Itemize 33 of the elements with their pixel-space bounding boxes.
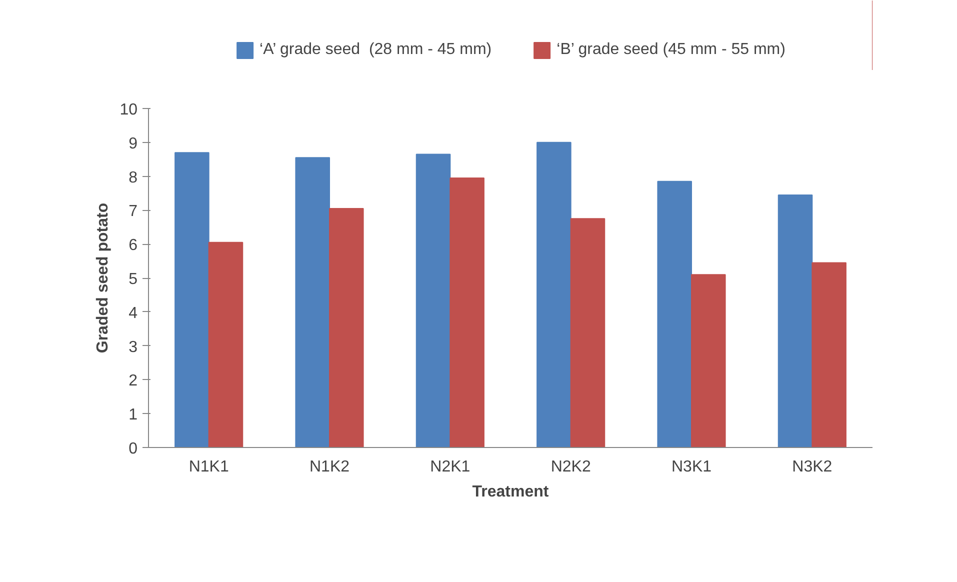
y-tick-label: 10 [120,102,138,118]
y-axis-title: Graded seed potato [94,202,112,354]
bar [570,218,606,448]
x-tick-label: N3K1 [671,458,712,476]
bar [329,208,364,448]
y-tick-label: 9 [128,135,138,152]
bar [657,180,692,448]
y-tick-label: 7 [128,203,138,220]
y-tick-label: 0 [128,440,138,458]
bar [295,157,330,448]
bar [416,154,451,448]
bar [812,262,846,448]
y-tick-label: 2 [128,372,138,390]
legend-label: ‘B’ grade seed (45 mm - 55 mm) [556,41,786,59]
x-tick-label: N2K1 [430,458,470,476]
y-tick-label: 3 [128,338,138,356]
bar [174,152,210,448]
y-tick-label: 4 [128,304,138,322]
y-tick-label: 1 [128,406,138,424]
bar [536,142,572,448]
y-tick-label: 5 [128,271,138,288]
bar [691,274,726,448]
bar [450,177,484,448]
x-tick-label: N3K2 [792,458,832,476]
x-tick-label: N2K2 [550,458,591,476]
x-axis-title: Treatment [472,484,550,500]
y-tick-label: 8 [128,169,138,186]
bar [778,194,813,448]
legend-label: ‘A’ grade seed (28 mm - 45 mm) [260,41,492,59]
bar [208,242,244,448]
y-tick-label: 6 [128,237,138,254]
x-tick-label: N1K2 [309,458,350,476]
x-tick-label: N1K1 [188,458,229,476]
